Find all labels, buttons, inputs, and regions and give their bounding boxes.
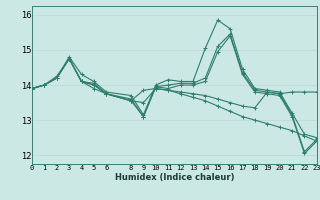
X-axis label: Humidex (Indice chaleur): Humidex (Indice chaleur) [115,173,234,182]
